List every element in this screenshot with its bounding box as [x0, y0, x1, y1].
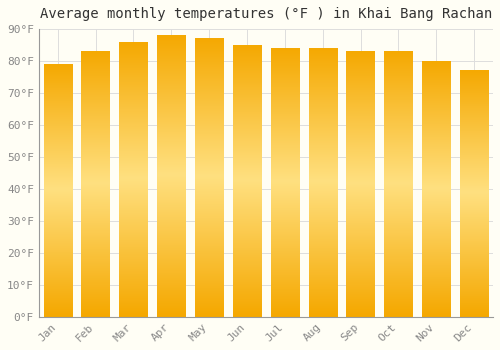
Title: Average monthly temperatures (°F ) in Khai Bang Rachan: Average monthly temperatures (°F ) in Kh…	[40, 7, 492, 21]
